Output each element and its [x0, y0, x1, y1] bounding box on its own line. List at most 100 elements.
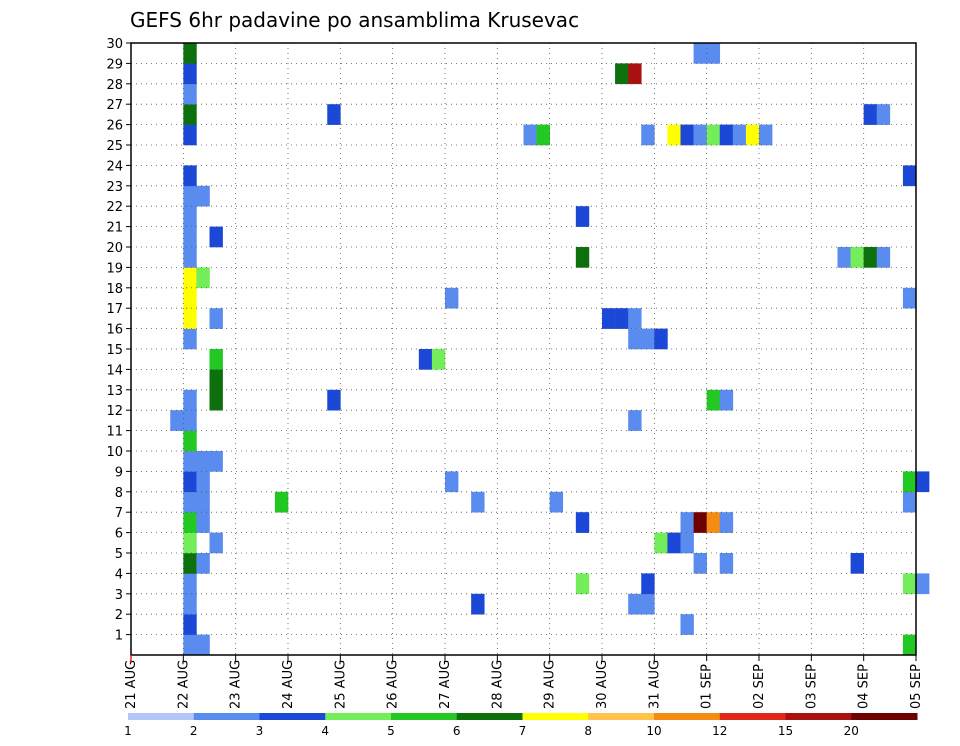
x-tick-label: 05 SEP — [909, 664, 924, 709]
heatmap-cell — [183, 410, 197, 431]
heatmap-cell — [445, 471, 459, 493]
heatmap-cell — [183, 247, 197, 268]
legend-label: 15 — [778, 724, 793, 738]
y-tick-label: 15 — [106, 343, 123, 358]
heatmap-cell — [863, 247, 878, 268]
heatmap-cell — [183, 491, 197, 513]
x-tick-label: 04 SEP — [857, 664, 872, 709]
x-tick-label: 24 AUG — [281, 660, 296, 709]
y-tick-label: 21 — [106, 221, 123, 236]
heatmap-cell — [274, 491, 289, 513]
heatmap-cell — [209, 451, 223, 472]
y-tick-label: 13 — [106, 384, 123, 399]
y-tick-label: 9 — [115, 465, 123, 480]
x-tick-label: 22 AUG — [176, 660, 191, 709]
legend-swatch — [588, 713, 655, 720]
heatmap-cell — [902, 165, 917, 187]
heatmap-cell — [196, 451, 210, 472]
heatmap-cell — [471, 491, 485, 513]
heatmap-cell — [170, 410, 184, 431]
legend-label: 1 — [124, 724, 132, 738]
heatmap-cell — [876, 104, 891, 125]
y-tick-label: 12 — [106, 404, 123, 419]
heatmap-cell — [445, 287, 459, 309]
heatmap-cell — [209, 226, 223, 248]
y-tick-label: 24 — [106, 159, 123, 174]
heatmap-cell — [183, 308, 197, 329]
color-legend: 1 2 3 4 5 6 7 8 10 12 15 20 — [124, 713, 918, 738]
y-tick-label: 6 — [115, 527, 123, 542]
y-tick-label: 3 — [115, 588, 123, 603]
heatmap-cell — [602, 308, 616, 329]
heatmap-cell — [183, 165, 197, 187]
heatmap-cell — [209, 532, 223, 554]
legend-swatch — [128, 713, 195, 720]
heatmap-cell — [196, 553, 210, 574]
y-tick-label: 4 — [115, 567, 123, 582]
y-tick-label: 30 — [106, 37, 123, 52]
heatmap-cell — [196, 491, 210, 513]
heatmap-cell — [183, 471, 197, 493]
axis-ticks: 1234567891011121314151617181920212223242… — [106, 37, 924, 709]
heatmap-cell — [209, 308, 223, 329]
legend-swatch — [719, 713, 786, 720]
x-tick-label: 27 AUG — [438, 660, 453, 709]
heatmap-cell — [902, 573, 917, 595]
y-tick-label: 28 — [106, 78, 123, 93]
legend-swatch — [522, 713, 589, 720]
heatmap-cell — [706, 43, 721, 64]
heatmap-cell — [654, 328, 668, 350]
heatmap-cell — [418, 349, 433, 370]
heatmap-cell — [706, 512, 721, 533]
heatmap-cell — [183, 328, 197, 350]
heatmap-cell — [745, 124, 760, 146]
heatmap-cell — [759, 124, 773, 146]
heatmap-cell — [876, 247, 891, 268]
heatmap-cell — [196, 267, 210, 289]
legend-swatch — [325, 713, 392, 720]
legend-label: 2 — [190, 724, 198, 738]
heatmap-cell — [523, 124, 537, 146]
heatmap-cell — [209, 369, 223, 391]
heatmap-cell — [693, 124, 707, 146]
x-tick-label: 25 AUG — [333, 660, 348, 709]
y-tick-label: 5 — [115, 547, 123, 562]
heatmap-cell — [183, 573, 197, 595]
y-tick-label: 20 — [106, 241, 123, 256]
heatmap-cell — [628, 63, 642, 85]
heatmap-cell — [196, 471, 210, 493]
legend-label: 20 — [844, 724, 859, 738]
legend-swatch — [654, 713, 721, 720]
heatmap-cell — [209, 389, 223, 411]
legend-label: 7 — [519, 724, 527, 738]
heatmap-cell — [615, 308, 629, 329]
legend-swatch — [851, 713, 918, 720]
chart-title: GEFS 6hr padavine po ansamblima Krusevac — [130, 8, 579, 32]
heatmap-cell — [680, 512, 694, 533]
heatmap-cell — [471, 593, 485, 615]
heatmap-cell — [575, 573, 590, 595]
x-tick-label: 26 AUG — [386, 660, 401, 709]
heatmap-cell — [183, 43, 197, 64]
x-tick-label: 02 SEP — [752, 664, 767, 709]
heatmap-cell — [183, 532, 197, 554]
heatmap-cell — [719, 512, 734, 533]
heatmap-cell — [680, 614, 694, 635]
heatmap-cell — [196, 512, 210, 533]
heatmap-cell — [902, 471, 917, 493]
heatmap-cell — [628, 593, 642, 615]
heatmap-cell — [183, 63, 197, 85]
legend-label: 3 — [256, 724, 264, 738]
y-tick-label: 25 — [106, 139, 123, 154]
heatmap-cell — [837, 247, 851, 268]
grid-lines — [131, 42, 916, 655]
heatmap-cell — [196, 634, 210, 656]
heatmap-cell — [719, 389, 734, 411]
heatmap-cell — [732, 124, 747, 146]
heatmap-cell — [575, 512, 590, 533]
x-tick-label: 29 AUG — [543, 660, 558, 709]
y-tick-label: 2 — [115, 608, 123, 623]
y-tick-label: 8 — [115, 486, 123, 501]
heatmap-cell — [641, 124, 655, 146]
